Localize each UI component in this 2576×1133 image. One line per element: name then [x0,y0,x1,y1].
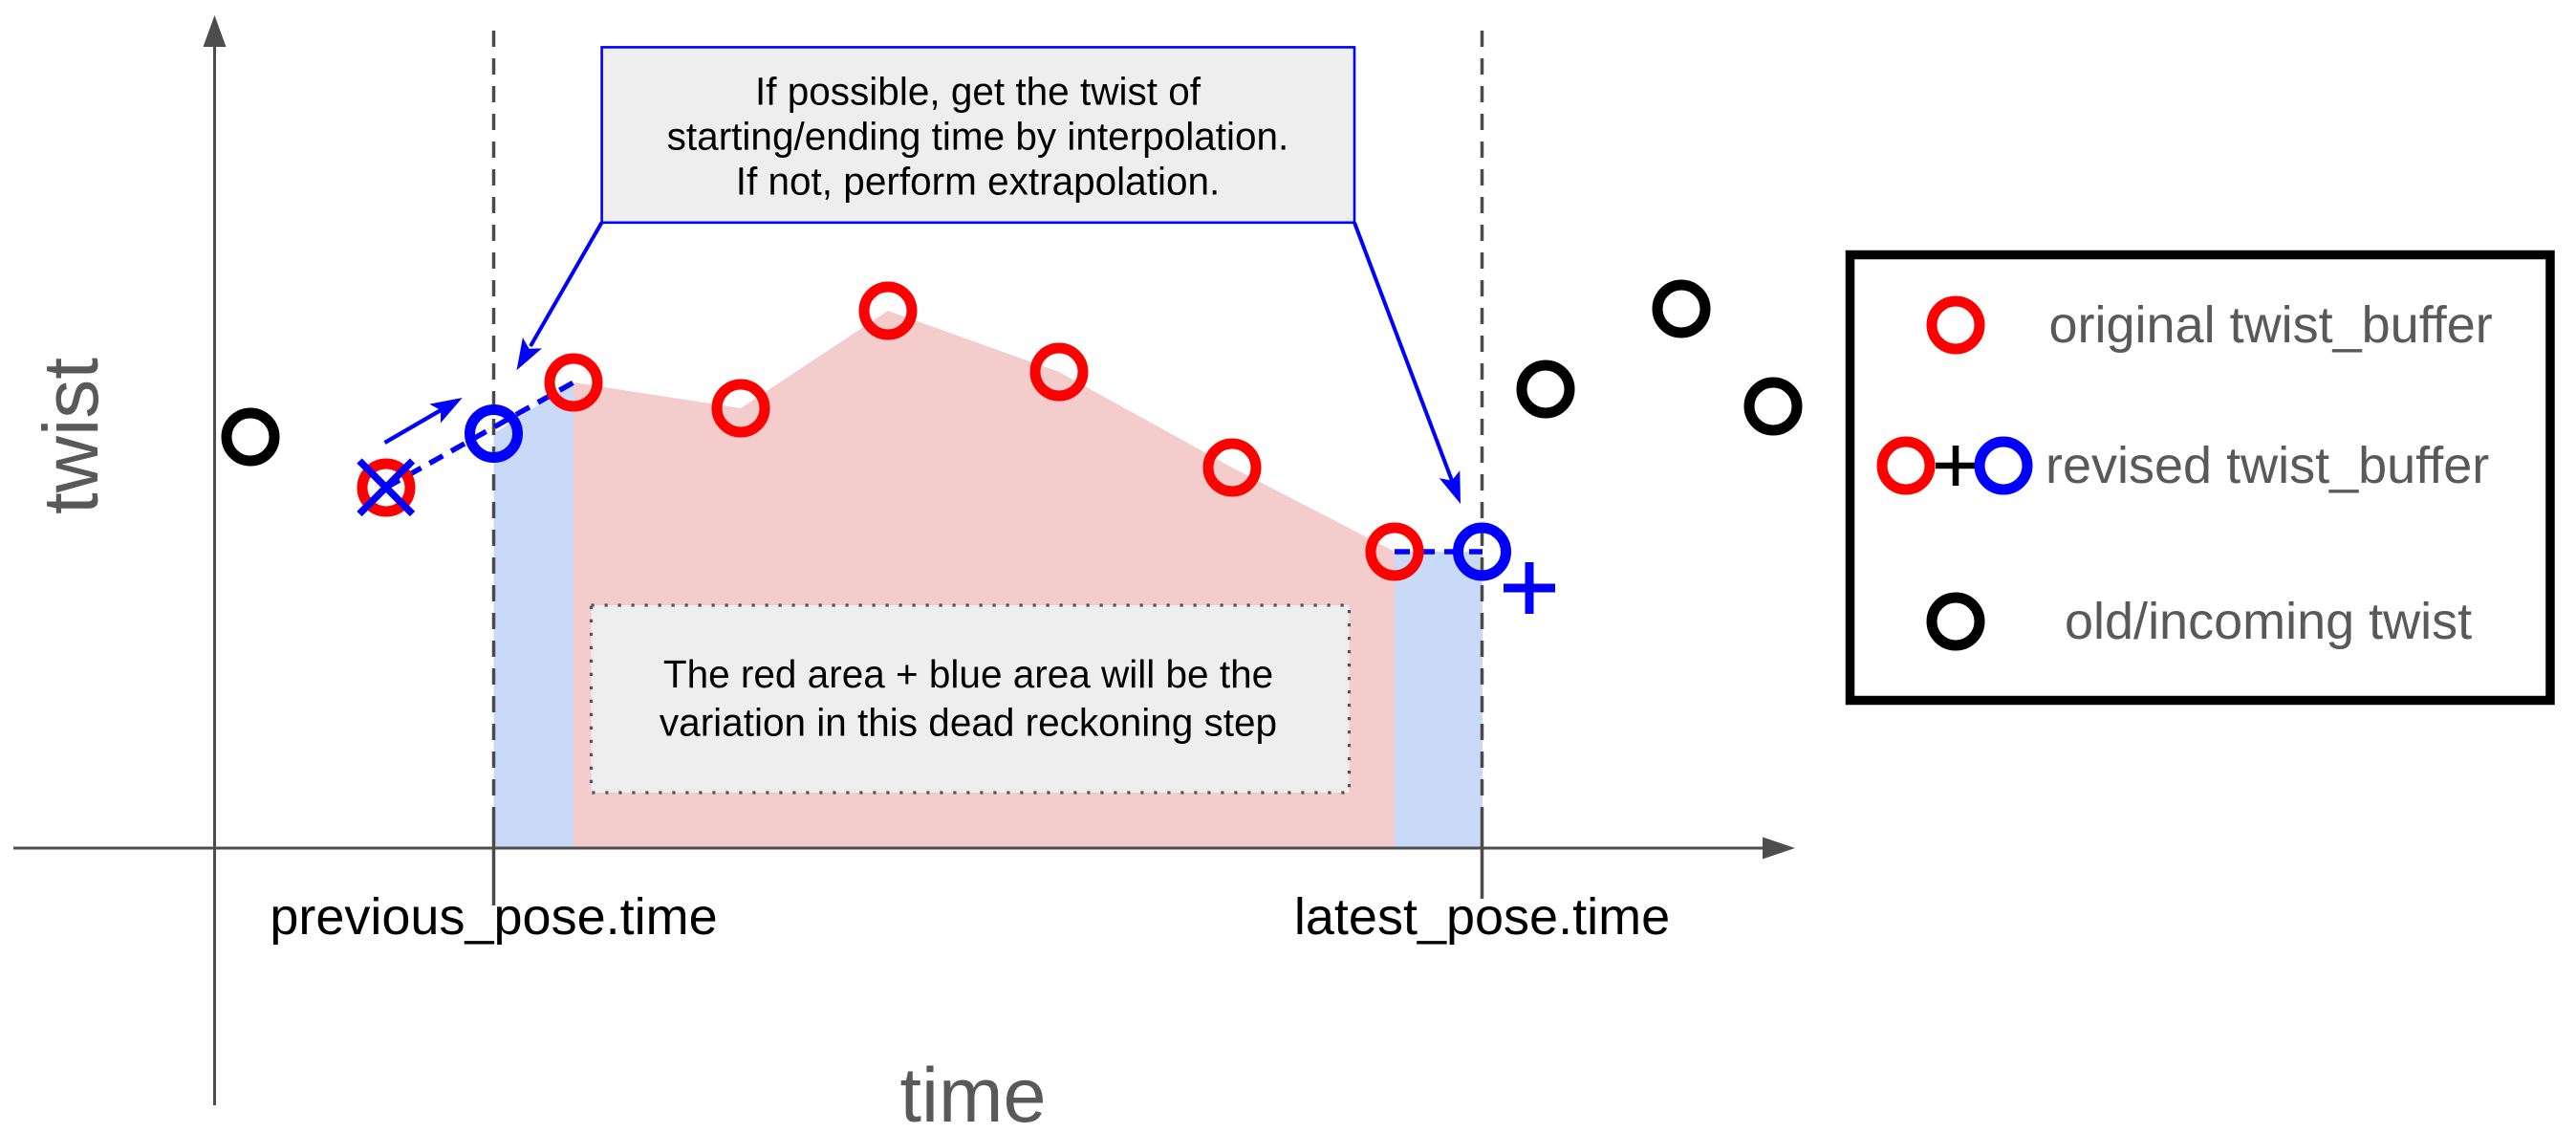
svg-text:previous_pose.time: previous_pose.time [270,888,717,946]
svg-text:starting/ending time by interp: starting/ending time by interpolation. [667,115,1289,159]
svg-text:original twist_buffer: original twist_buffer [2049,296,2493,354]
svg-text:The red area + blue area will: The red area + blue area will be the [663,652,1273,696]
svg-text:twist: twist [28,358,115,514]
svg-text:If possible, get the twist of: If possible, get the twist of [755,70,1201,114]
svg-text:revised twist_buffer: revised twist_buffer [2046,437,2489,494]
svg-text:old/incoming twist: old/incoming twist [2065,593,2472,650]
svg-text:If not, perform extrapolation.: If not, perform extrapolation. [736,160,1221,204]
svg-text:latest_pose.time: latest_pose.time [1294,888,1670,946]
svg-text:time: time [899,1053,1046,1133]
svg-text:variation in this dead reckoni: variation in this dead reckoning step [660,701,1277,745]
